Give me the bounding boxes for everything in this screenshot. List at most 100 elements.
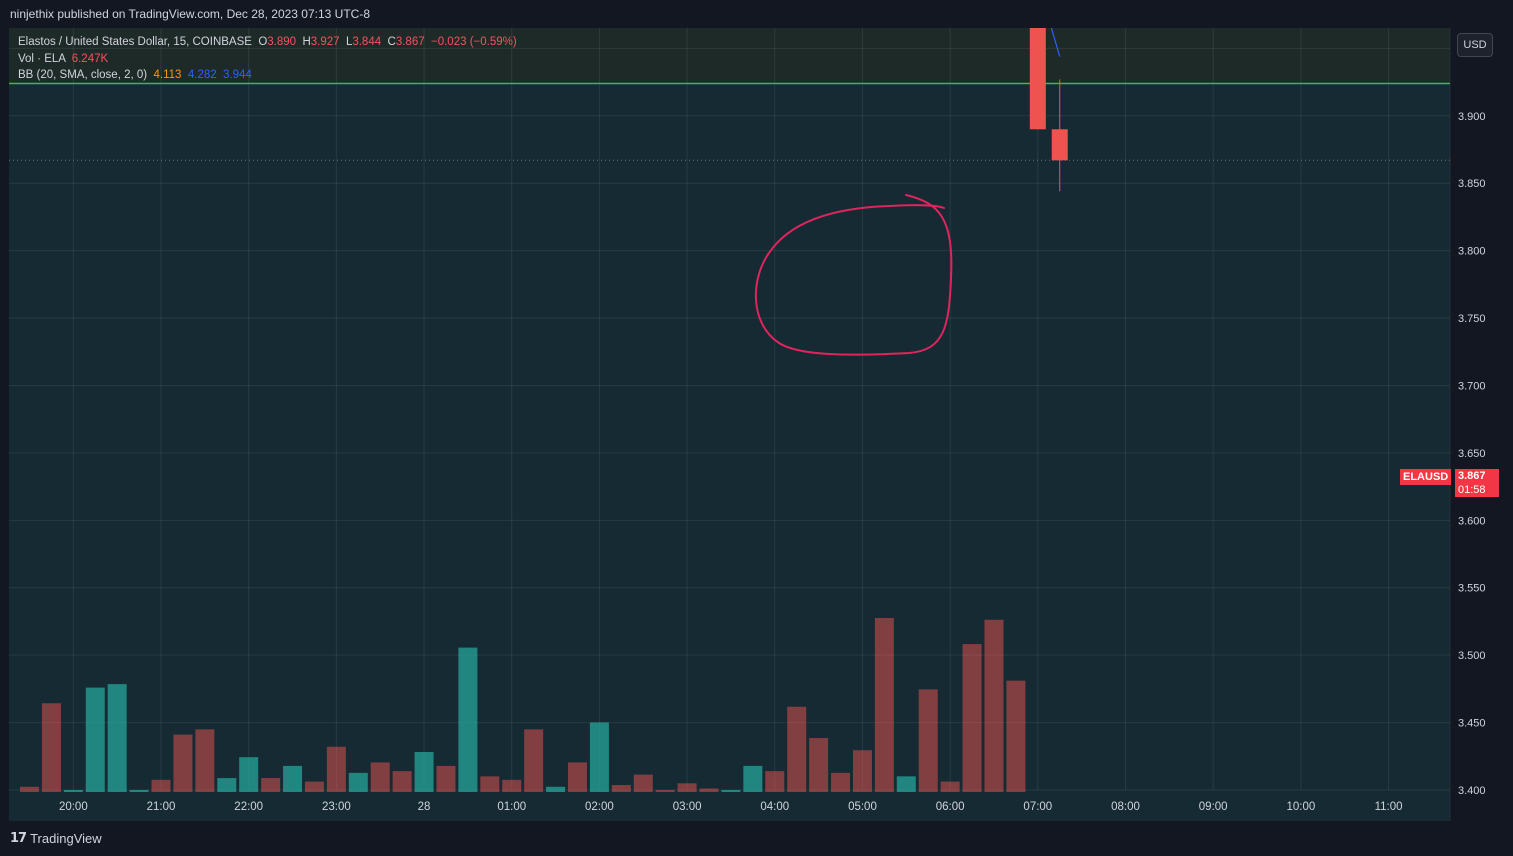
close-label: C [387,36,396,48]
tv-logo-icon: 𝟭𝟳 [10,830,27,845]
price-tick-label: 3.900 [1458,111,1486,123]
publisher-line: ninjethix published on TradingView.com, … [10,7,370,21]
volume-bar [699,788,719,792]
volume-bar [524,729,544,792]
volume-value: 6.247K [71,52,109,65]
time-tick-label: 21:00 [147,801,176,813]
price-tick-label: 3.400 [1458,785,1486,797]
price-axis-background [1450,28,1503,821]
legend-volume-row[interactable]: Vol · ELA 6.247K [18,51,517,68]
symbol-title[interactable]: Elastos / United States Dollar, 15, COIN… [18,36,252,48]
volume-bar [633,774,653,792]
lower-background [9,83,1450,821]
price-tick-label: 3.450 [1458,718,1486,730]
volume-bar [41,703,61,792]
volume-bar [173,734,193,792]
volume-bar [217,778,237,792]
time-tick-label: 10:00 [1286,801,1315,813]
open-label: O [258,36,268,48]
volume-bar [831,772,851,792]
volume-bar [326,746,346,792]
volume-bar [458,647,478,792]
volume-bar [502,779,522,792]
volume-bar [414,751,434,792]
volume-bar [1006,680,1026,792]
time-tick-label: 20:00 [59,801,88,813]
bb-basis-value: 4.113 [153,69,182,81]
volume-bar [984,619,1004,792]
low-label: L [345,36,353,48]
price-chart[interactable]: 4.4504.4004.3504.3004.2504.2004.1504.100… [9,28,1503,821]
time-tick-label: 03:00 [673,801,702,813]
volume-bar [283,765,303,792]
volume-bar [304,781,324,792]
volume-bar [546,786,566,792]
volume-bar [743,765,763,792]
volume-bar [589,722,609,792]
time-tick-label: 02:00 [585,801,614,813]
volume-bar [568,762,587,792]
tradingview-logo[interactable]: 𝟭𝟳 TradingView [10,830,102,846]
price-tick-label: 3.800 [1458,246,1486,258]
high-value: 3.927 [310,36,340,48]
close-value: 3.867 [395,36,425,48]
price-tick-label: 3.600 [1458,515,1486,527]
low-value: 3.844 [352,36,382,48]
bb-label: BB (20, SMA, close, 2, 0) [18,69,148,81]
volume-bar [436,765,456,792]
price-tick-label: 3.650 [1458,448,1486,460]
volume-bar [239,757,259,792]
volume-bar [348,772,368,792]
price-tick-label: 3.850 [1458,178,1486,190]
time-tick-label: 09:00 [1199,801,1228,813]
bottom-bar: 𝟭𝟳 TradingView [0,822,1513,856]
volume-bar [107,684,127,792]
volume-bar [852,750,872,792]
candle-body [1051,129,1068,161]
volume-label: Vol · ELA [18,52,66,65]
volume-bar [151,779,171,792]
open-value: 3.890 [267,36,297,48]
time-tick-label: 23:00 [322,801,351,813]
volume-bar [940,781,960,792]
legend-bb-row[interactable]: BB (20, SMA, close, 2, 0) 4.113 4.282 3.… [18,67,517,84]
last-price-tag: 3.867 [1455,469,1499,483]
time-tick-label: 05:00 [848,801,877,813]
volume-bar [721,790,741,792]
legend-ohlc-row: Elastos / United States Dollar, 15, COIN… [18,34,517,51]
chart-legend: Elastos / United States Dollar, 15, COIN… [18,34,517,84]
currency-button[interactable]: USD [1457,33,1493,57]
countdown-tag: 01:58 [1455,483,1499,497]
price-tick-label: 3.550 [1458,583,1486,595]
time-tick-label: 11:00 [1375,801,1403,813]
volume-bar [677,783,697,792]
volume-bar [480,776,500,792]
volume-bar [195,729,215,792]
price-tick-label: 3.700 [1458,380,1486,392]
top-bar: ninjethix published on TradingView.com, … [0,0,1513,28]
time-tick-label: 04:00 [760,801,789,813]
volume-bar [370,762,390,792]
time-tick-label: 28 [418,801,431,813]
high-label: H [302,36,311,48]
time-tick-label: 07:00 [1023,801,1052,813]
change-value: −0.023 (−0.59%) [431,36,517,48]
time-tick-label: 06:00 [936,801,965,813]
volume-bar [962,644,982,792]
upper-background [9,28,1450,84]
volume-bar [63,790,83,792]
volume-bar [85,687,105,792]
volume-bar [611,785,631,792]
time-tick-label: 01:00 [497,801,526,813]
volume-bar [896,776,916,792]
price-tick-label: 3.500 [1458,650,1486,662]
time-tick-label: 22:00 [234,801,263,813]
volume-bar [809,738,829,792]
price-tick-label: 3.750 [1458,313,1486,325]
bb-lower-value: 3.944 [223,69,252,81]
volume-bar [261,778,281,792]
candle-body [1029,28,1046,130]
volume-bar [20,786,39,792]
annotation-ellipse [754,194,953,356]
time-tick-label: 08:00 [1111,801,1140,813]
